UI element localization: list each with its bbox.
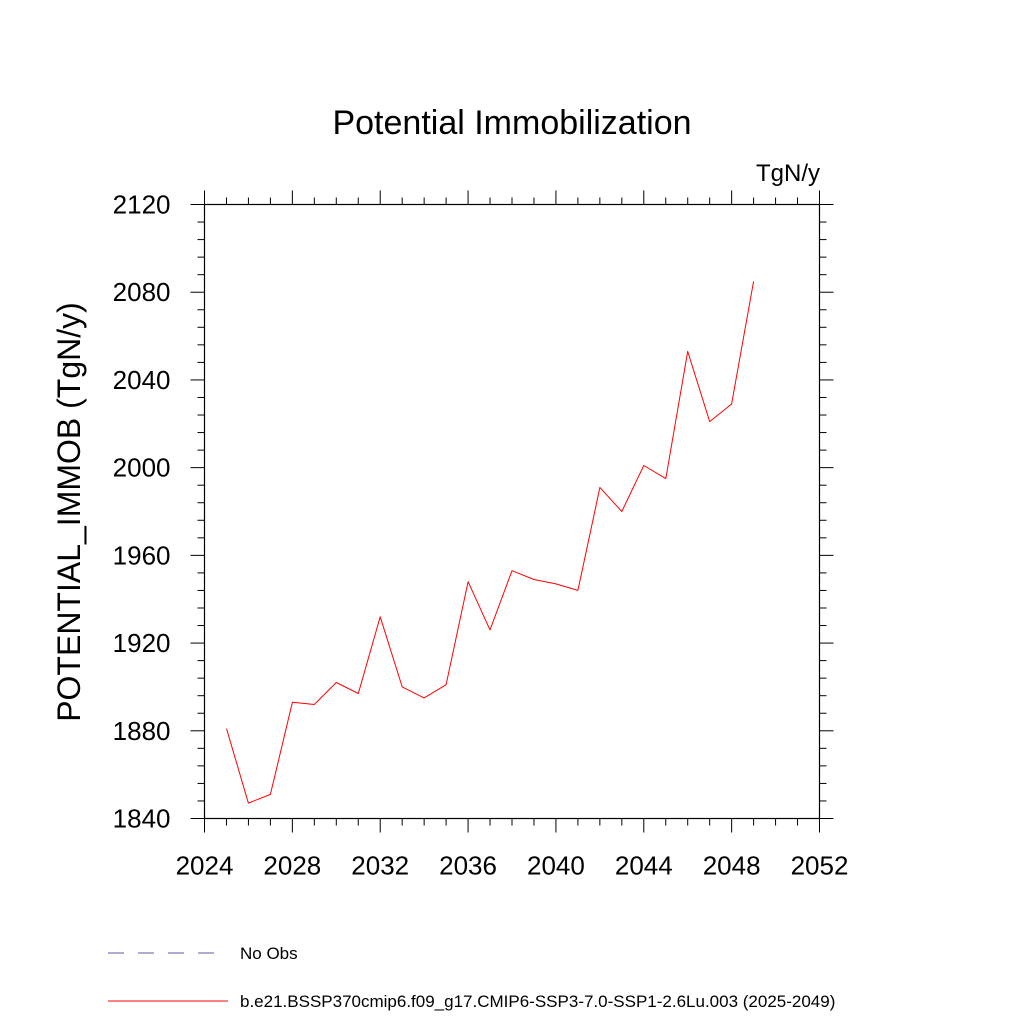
chart-title: Potential Immobilization [332, 104, 691, 142]
series-layer [226, 281, 755, 804]
x-tick-label: 2052 [791, 851, 849, 881]
x-tick-label: 2048 [703, 851, 761, 881]
series-line [226, 281, 755, 804]
units-label: TgN/y [756, 160, 820, 187]
legend-label: No Obs [240, 944, 298, 963]
y-tick-label: 1840 [113, 804, 171, 834]
y-tick-label: 2040 [113, 365, 171, 395]
y-tick-label: 2000 [113, 453, 171, 483]
x-tick-label: 2036 [439, 851, 497, 881]
y-tick-label: 2080 [113, 277, 171, 307]
x-tick-label: 2044 [615, 851, 673, 881]
x-tick-label: 2028 [263, 851, 321, 881]
y-axis-label: POTENTIAL_IMMOB (TgN/y) [51, 302, 87, 722]
legend: No Obs b.e21.BSSP370cmip6.f09_g17.CMIP6-S… [108, 944, 835, 1011]
legend-label: b.e21.BSSP370cmip6.f09_g17.CMIP6-SSP3-7.… [240, 992, 835, 1011]
y-tick-label: 1960 [113, 540, 171, 570]
x-tick-label: 2032 [351, 851, 409, 881]
y-tick-label: 1880 [113, 716, 171, 746]
x-tick-label: 2024 [176, 851, 234, 881]
y-tick-label: 1920 [113, 628, 171, 658]
axis-ticks: 2024 2028 2032 2036 2040 2044 2048 2052 1840 1880… [113, 190, 849, 881]
y-tick-label: 2120 [113, 190, 171, 220]
plot-frame [203, 203, 821, 820]
x-tick-label: 2040 [527, 851, 585, 881]
